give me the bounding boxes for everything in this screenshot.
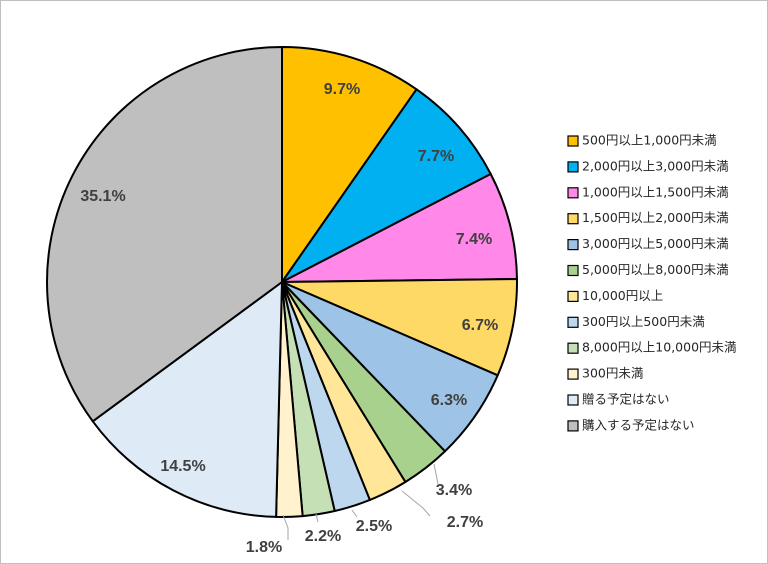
pie-slices <box>46 46 518 519</box>
leader-line-8 <box>351 509 358 518</box>
legend-label-6: 5,000円以上8,000円未満 <box>582 262 729 277</box>
legend-label-5: 3,000円以上5,000円未満 <box>582 236 729 251</box>
legend-label-11: 贈る予定はない <box>582 392 670 407</box>
data-labels: 9.7% 7.7% 7.4% 6.7% 6.3% 3.4% 2.7% 2.5% 2.2% 1.8%… <box>80 81 498 556</box>
legend-swatch-8 <box>567 316 579 328</box>
data-label-11: 14.5% <box>160 458 205 475</box>
pie-slice-1 <box>281 46 418 283</box>
legend-label-10: 300円未満 <box>582 366 643 381</box>
legend-swatch-9 <box>567 342 579 354</box>
legend-label-7: 10,000円以上 <box>582 288 663 303</box>
legend-label-12: 購入する予定はない <box>582 417 695 432</box>
data-label-7: 2.7% <box>447 514 483 531</box>
legend-swatch-1 <box>567 135 579 147</box>
data-label-10: 1.8% <box>246 539 282 556</box>
pie-slice-3 <box>281 173 518 283</box>
data-label-3: 7.4% <box>456 231 492 248</box>
data-label-2: 7.7% <box>418 148 454 165</box>
legend-swatch-6 <box>567 264 579 277</box>
leader-line-10 <box>282 514 289 540</box>
pie-slice-12 <box>46 46 283 423</box>
data-label-9: 2.2% <box>305 528 341 545</box>
legend-label-2: 2,000円以上3,000円未満 <box>582 158 729 173</box>
legend-swatch-10 <box>567 368 579 380</box>
pie-slice-11 <box>91 281 283 518</box>
data-label-8: 2.5% <box>356 518 392 535</box>
legend-label-4: 1,500円以上2,000円未満 <box>582 210 729 225</box>
legend-swatch-12 <box>567 420 579 432</box>
legend-label-1: 500円以上1,000円未満 <box>582 133 717 148</box>
leader-line-6 <box>433 463 439 485</box>
data-label-12: 35.1% <box>80 188 125 205</box>
legend-swatch-4 <box>567 213 579 225</box>
legend-label-8: 300円以上500円未満 <box>582 314 705 329</box>
leader-line-9 <box>315 513 319 523</box>
legend-label-3: 1,000円以上1,500円未満 <box>582 184 729 199</box>
data-label-4: 6.7% <box>462 317 498 334</box>
legend-swatch-3 <box>567 187 579 199</box>
data-label-6: 3.4% <box>436 482 472 499</box>
legend-label-9: 8,000円以上10,000円未満 <box>582 340 737 355</box>
leader-line-7 <box>401 490 431 517</box>
pie-slice-2 <box>281 88 492 283</box>
leader-lines <box>282 463 439 540</box>
legend-swatch-7 <box>567 290 579 302</box>
data-label-1: 9.7% <box>324 81 360 98</box>
data-label-5: 6.3% <box>431 392 467 409</box>
legend-swatch-11 <box>567 394 579 406</box>
legend-swatch-5 <box>567 239 579 251</box>
legend: 500円以上1,000円未満 2,000円以上3,000円未満 1,000円以上1,… <box>567 133 737 432</box>
legend-swatch-2 <box>567 161 579 173</box>
